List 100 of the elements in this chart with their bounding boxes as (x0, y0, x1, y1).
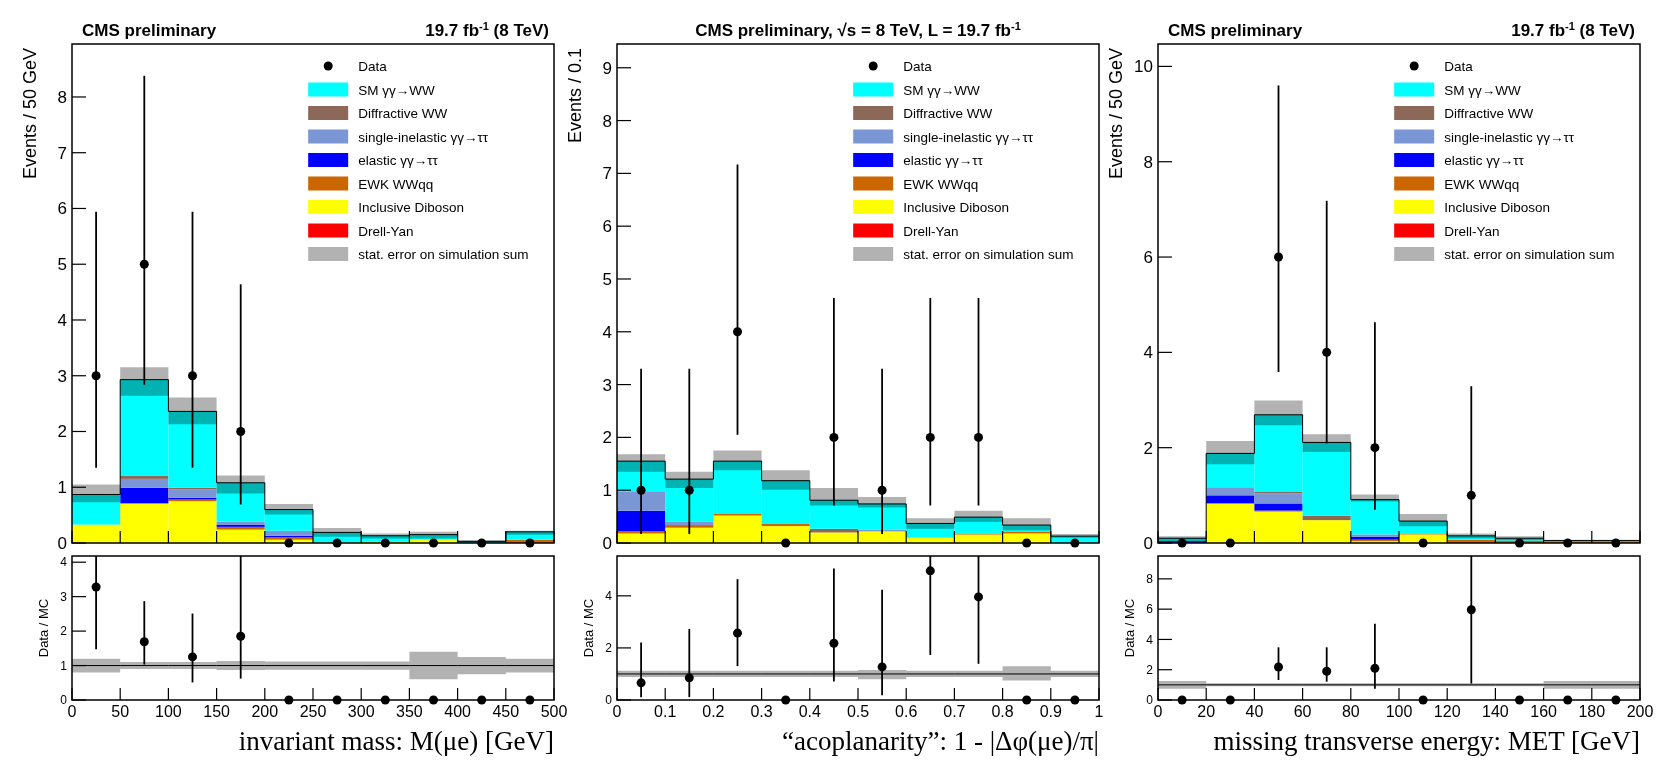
y-axis-title: Data / MC (36, 598, 51, 658)
y-tick-label: 0 (60, 693, 68, 708)
y-axis-title: Events / 50 GeV (20, 48, 40, 180)
x-tick-label: 0.9 (1039, 703, 1063, 720)
y-tick-label: 6 (1143, 247, 1153, 267)
x-tick-label: 350 (396, 703, 423, 720)
y-tick-label: 4 (60, 555, 68, 570)
y-tick-label: 0 (602, 533, 612, 553)
chart-title: CMS preliminary (1168, 21, 1303, 40)
x-tick-label: 0.5 (846, 703, 870, 720)
legend-label: Data (358, 59, 388, 74)
x-tick-label: 120 (1433, 703, 1461, 720)
legend-label: Drell-Yan (903, 223, 959, 239)
legend-label: elastic γγ→ττ (1444, 153, 1525, 168)
chart-title: CMS preliminary, √s = 8 TeV, L = 19.7 fb$^{-1}$ (695, 20, 1021, 40)
x-tick-label: 180 (1578, 703, 1606, 720)
y-tick-label: 4 (605, 589, 613, 604)
x-tick-label: 250 (299, 703, 327, 720)
x-tick-label: 0.4 (798, 703, 822, 720)
legend-label: SM γγ→WW (903, 82, 980, 98)
legend-label: Inclusive Diboson (903, 200, 1009, 215)
y-axis-title: Events / 0.1 (565, 48, 585, 144)
legend-label: Data (903, 59, 933, 74)
legend-label: Data (1444, 59, 1474, 74)
legend-label: stat. error on simulation sum (1444, 247, 1615, 262)
x-axis-title: “acoplanarity”: 1 - |Δφ(μe)/π| (782, 726, 1099, 756)
x-tick-label: 0.7 (943, 703, 966, 720)
y-axis-title: Events / 50 GeV (1106, 48, 1126, 180)
legend-label: EWK WWqq (1444, 176, 1520, 192)
y-tick-label: 1 (602, 481, 612, 501)
y-tick-label: 6 (1146, 602, 1154, 617)
x-tick-label: 20 (1197, 703, 1216, 720)
x-tick-label: 40 (1245, 703, 1264, 720)
x-tick-label: 0.1 (654, 703, 677, 720)
legend-label: Diffractive WW (1444, 106, 1534, 121)
y-tick-label: 10 (1134, 57, 1153, 77)
x-tick-label: 0.2 (702, 703, 725, 720)
legend-label: single-inelastic γγ→ττ (903, 129, 1034, 145)
y-tick-label: 8 (57, 87, 67, 107)
y-axis-title: Data / MC (581, 598, 596, 658)
chart-title: CMS preliminary (82, 21, 217, 40)
legend-label: Diffractive WW (358, 106, 448, 121)
y-tick-label: 8 (1143, 152, 1153, 172)
legend-label: single-inelastic γγ→ττ (358, 129, 489, 145)
y-axis-title: Data / MC (1122, 598, 1137, 658)
y-tick-label: 0 (1146, 693, 1154, 708)
legend-label: EWK WWqq (358, 176, 434, 192)
y-tick-label: 2 (602, 428, 612, 448)
x-tick-label: 0.8 (991, 703, 1014, 720)
legend-label: SM γγ→WW (358, 82, 435, 98)
x-tick-label: 140 (1482, 703, 1509, 720)
legend-label: Inclusive Diboson (358, 200, 464, 215)
legend-label: Drell-Yan (1444, 223, 1500, 239)
y-tick-label: 6 (57, 199, 67, 219)
y-tick-label: 4 (57, 310, 67, 330)
y-tick-label: 2 (605, 641, 613, 656)
y-tick-label: 2 (1146, 662, 1154, 677)
y-tick-label: 5 (57, 255, 67, 275)
x-tick-label: 100 (1385, 703, 1413, 720)
x-tick-label: 200 (251, 703, 279, 720)
x-tick-label: 0.3 (750, 703, 773, 720)
y-tick-label: 7 (602, 164, 612, 184)
legend-label: stat. error on simulation sum (358, 247, 529, 262)
y-tick-label: 4 (602, 322, 612, 342)
legend-label: elastic γγ→ττ (358, 153, 439, 168)
x-tick-label: 80 (1341, 703, 1360, 720)
x-tick-label: 500 (540, 703, 568, 720)
x-axis-title: missing transverse energy: MET [GeV] (1213, 726, 1640, 756)
y-tick-label: 2 (1143, 438, 1153, 458)
y-tick-label: 5 (602, 269, 612, 289)
y-tick-label: 4 (1146, 632, 1154, 647)
legend-label: stat. error on simulation sum (903, 247, 1074, 262)
x-tick-label: 60 (1293, 703, 1312, 720)
x-tick-label: 150 (203, 703, 231, 720)
x-axis-title: invariant mass: M(μe) [GeV] (238, 726, 554, 756)
y-tick-label: 8 (602, 111, 612, 131)
x-tick-label: 300 (347, 703, 375, 720)
y-tick-label: 8 (1146, 572, 1154, 587)
x-tick-label: 160 (1530, 703, 1558, 720)
y-tick-label: 3 (60, 589, 68, 604)
y-tick-label: 6 (602, 217, 612, 237)
y-tick-label: 3 (602, 375, 612, 395)
legend-label: EWK WWqq (903, 176, 979, 192)
y-tick-label: 4 (1143, 343, 1153, 363)
legend-label: elastic γγ→ττ (903, 153, 984, 168)
legend-label: Inclusive Diboson (1444, 200, 1550, 215)
x-tick-label: 200 (1626, 703, 1654, 720)
x-tick-label: 0.6 (895, 703, 918, 720)
y-tick-label: 0 (605, 693, 613, 708)
y-tick-label: 0 (1143, 533, 1153, 553)
x-tick-label: 1 (1094, 703, 1104, 720)
y-tick-label: 3 (57, 366, 67, 386)
y-tick-label: 9 (602, 58, 612, 78)
x-tick-label: 450 (492, 703, 520, 720)
y-tick-label: 7 (57, 143, 67, 163)
chart-subtitle: 19.7 fb$^{-1}$ (8 TeV) (425, 20, 549, 40)
y-tick-label: 0 (57, 533, 67, 553)
legend-label: Drell-Yan (358, 223, 414, 239)
x-tick-label: 400 (444, 703, 472, 720)
y-tick-label: 1 (60, 658, 68, 673)
